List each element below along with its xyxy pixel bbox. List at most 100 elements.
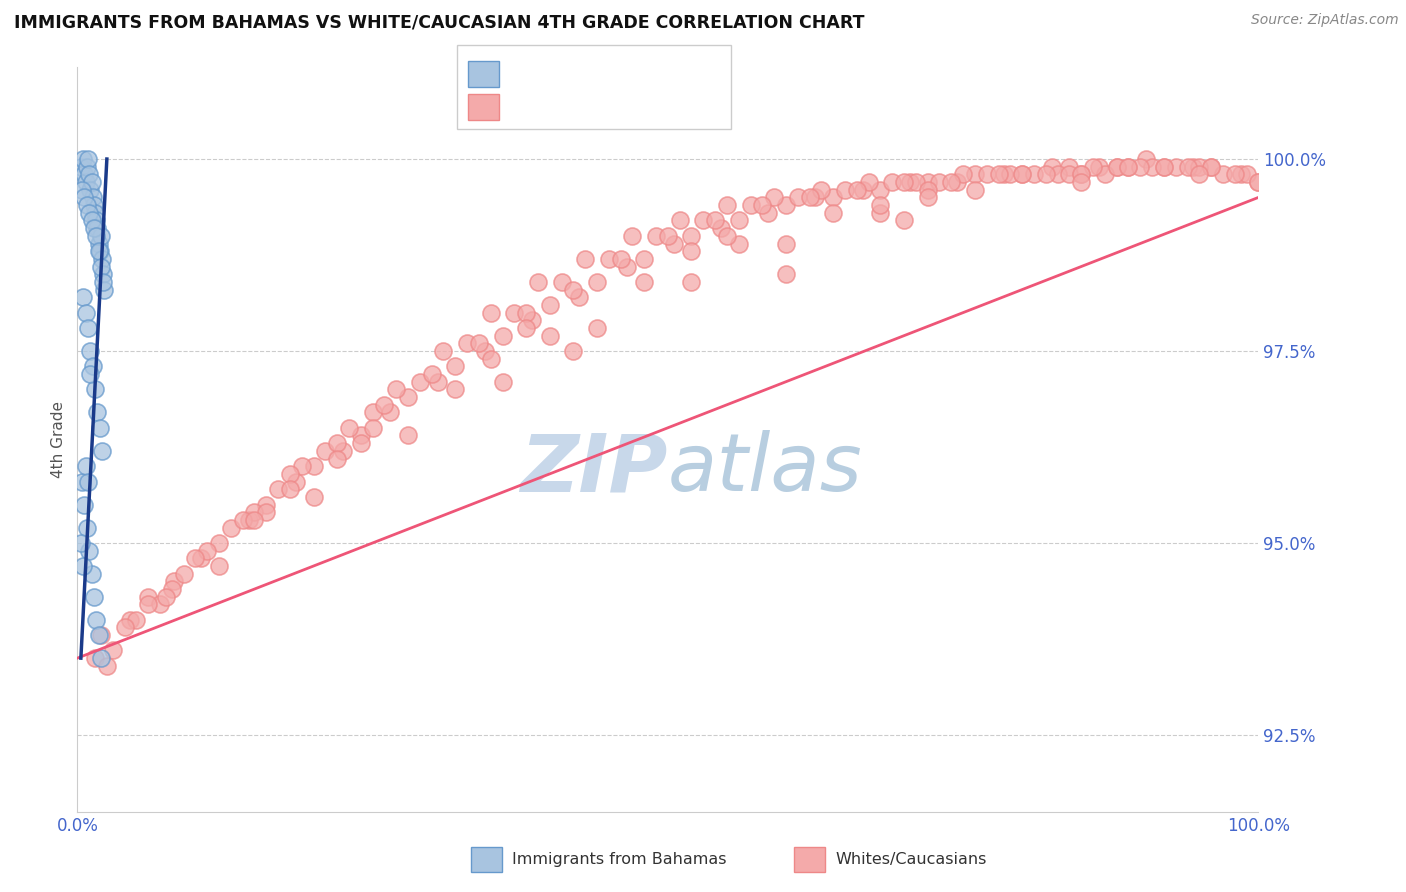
Point (710, 221, 733, 235)
Point (84, 213, 107, 227)
Point (70, 183, 93, 197)
Point (621, 228, 644, 243)
Point (90, 228, 112, 243)
Point (72, 290, 94, 304)
Point (609, 252, 631, 266)
Point (574, 252, 596, 266)
Point (1129, 160, 1152, 174)
Text: Immigrants from Bahamas: Immigrants from Bahamas (512, 853, 727, 867)
Point (917, 190, 939, 204)
Point (76, 160, 98, 174)
Y-axis label: 4th Grade: 4th Grade (51, 401, 66, 478)
Point (190, 551, 212, 566)
Text: Whites/Caucasians: Whites/Caucasians (835, 853, 987, 867)
Point (657, 228, 679, 243)
Point (845, 183, 868, 197)
Point (84, 206, 107, 220)
Point (76, 198, 98, 212)
Point (727, 213, 749, 227)
Point (963, 168, 986, 182)
Point (278, 467, 301, 481)
Point (1182, 160, 1205, 174)
Point (208, 536, 231, 550)
Point (1094, 168, 1116, 182)
Point (101, 643, 124, 657)
Point (80, 566, 103, 581)
Point (350, 436, 373, 450)
Point (681, 244, 703, 259)
Point (70, 160, 93, 174)
Point (1199, 160, 1222, 174)
Point (562, 344, 585, 359)
Point (1022, 168, 1045, 182)
Point (858, 175, 880, 189)
Point (83, 590, 105, 604)
Point (396, 390, 419, 404)
Point (243, 505, 266, 519)
Point (917, 175, 939, 189)
Point (1247, 175, 1270, 189)
Point (80, 213, 103, 227)
Point (77, 152, 100, 166)
Point (84, 651, 107, 665)
Point (77, 206, 100, 220)
Text: atlas: atlas (668, 430, 863, 508)
Point (775, 267, 797, 281)
Point (1236, 168, 1258, 182)
Point (84, 228, 107, 243)
Point (89, 421, 111, 435)
Point (385, 383, 408, 397)
Point (1046, 168, 1069, 182)
Point (79, 183, 101, 197)
Point (444, 359, 467, 374)
Point (550, 275, 572, 289)
Point (882, 175, 904, 189)
Point (373, 398, 395, 412)
Point (468, 336, 491, 351)
Point (898, 175, 921, 189)
Text: R = 0.740   N = 200: R = 0.740 N = 200 (508, 98, 675, 116)
Point (254, 505, 277, 519)
Point (284, 475, 307, 489)
Point (314, 443, 336, 458)
Point (1081, 160, 1104, 174)
Text: R = 0.442   N =  53: R = 0.442 N = 53 (508, 65, 669, 83)
Point (77, 475, 100, 489)
Point (692, 213, 714, 227)
Point (87, 236, 110, 251)
Point (75, 459, 97, 474)
Text: ZIP: ZIP (520, 430, 668, 508)
Point (917, 183, 939, 197)
Point (1223, 168, 1246, 182)
Point (1118, 160, 1140, 174)
Point (869, 183, 891, 197)
Point (952, 168, 974, 182)
Point (291, 459, 314, 474)
Point (1118, 160, 1140, 174)
Point (1135, 152, 1157, 166)
Point (893, 213, 915, 227)
Point (834, 183, 856, 197)
Point (756, 206, 779, 220)
Point (1247, 175, 1270, 189)
Point (195, 543, 218, 558)
Point (479, 351, 502, 366)
Point (993, 168, 1015, 182)
Point (474, 344, 496, 359)
Point (869, 206, 891, 220)
Point (456, 336, 478, 351)
Point (72, 559, 94, 574)
Point (727, 236, 749, 251)
Point (326, 436, 349, 450)
Point (149, 598, 172, 612)
Point (70, 536, 93, 550)
Point (77, 168, 100, 182)
Text: Source: ZipAtlas.com: Source: ZipAtlas.com (1251, 13, 1399, 28)
Point (1035, 168, 1057, 182)
Point (1040, 160, 1063, 174)
Point (163, 574, 186, 589)
Point (586, 321, 609, 335)
Point (946, 175, 969, 189)
Point (751, 198, 773, 212)
Point (396, 428, 419, 442)
